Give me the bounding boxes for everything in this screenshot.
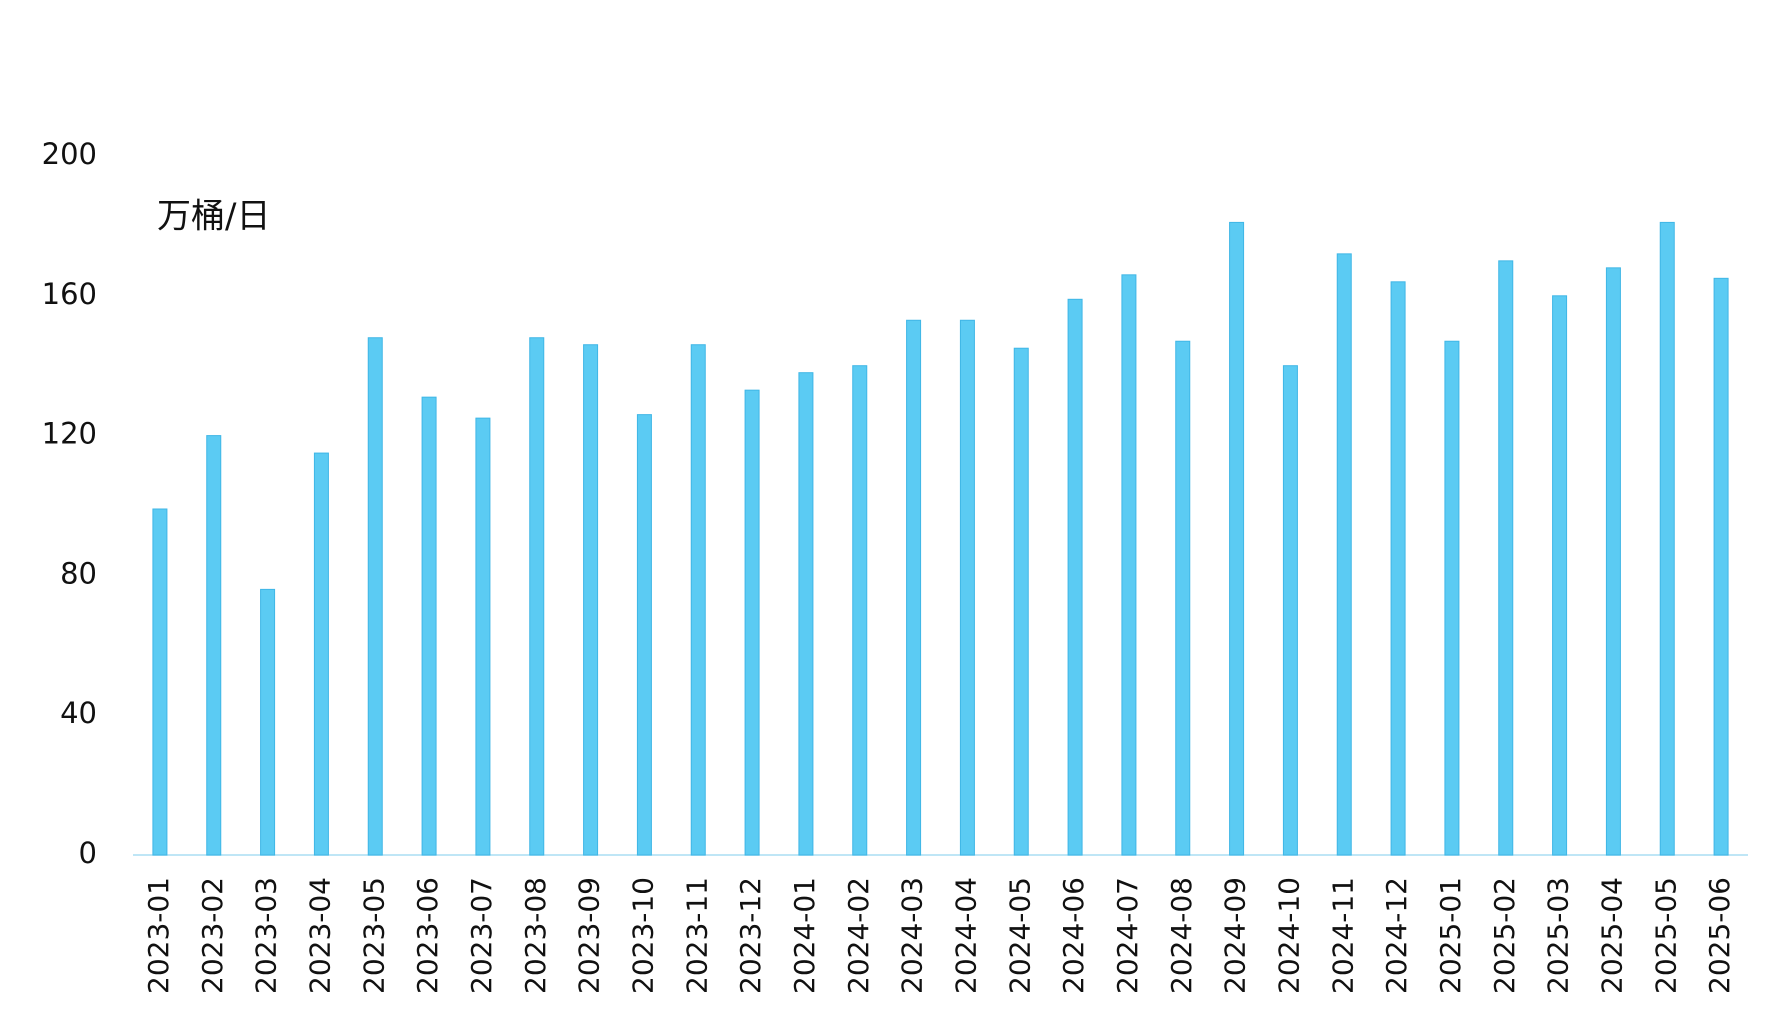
x-tick-label: 2023-07 xyxy=(465,877,498,994)
x-tick-label: 2024-04 xyxy=(949,877,982,994)
bar xyxy=(1444,340,1460,856)
x-tick-label: 2023-08 xyxy=(519,877,552,994)
bar xyxy=(475,417,491,856)
bar xyxy=(1336,253,1352,856)
x-tick-label: 2023-11 xyxy=(680,877,713,994)
bar xyxy=(798,372,814,856)
x-tick-label: 2024-05 xyxy=(1003,877,1036,994)
x-tick-label: 2024-02 xyxy=(842,877,875,994)
bar xyxy=(906,319,922,856)
x-tick-label: 2024-11 xyxy=(1326,877,1359,994)
bar xyxy=(1013,347,1029,856)
x-tick-label: 2023-02 xyxy=(196,877,229,994)
x-tick-label: 2023-06 xyxy=(411,877,444,994)
x-tick-label: 2025-01 xyxy=(1434,877,1467,994)
x-tick-label: 2023-03 xyxy=(250,877,283,994)
bar xyxy=(1659,221,1675,856)
x-tick-label: 2025-02 xyxy=(1488,877,1521,994)
y-tick-label: 120 xyxy=(42,417,97,451)
y-tick-label: 80 xyxy=(60,556,97,590)
bar xyxy=(852,365,868,856)
bar xyxy=(1282,365,1298,856)
y-tick-label: 200 xyxy=(42,137,97,171)
bar xyxy=(1067,298,1083,856)
bar xyxy=(1552,295,1568,856)
x-tick-label: 2024-01 xyxy=(788,877,821,994)
y-tick-label: 40 xyxy=(60,696,97,730)
bar xyxy=(260,588,276,856)
x-tick-label: 2024-07 xyxy=(1111,877,1144,994)
bar xyxy=(1498,260,1514,856)
y-axis-unit: 万桶/日 xyxy=(157,197,270,237)
bar xyxy=(1605,267,1621,856)
bar xyxy=(206,435,222,856)
x-tick-label: 2023-01 xyxy=(142,877,175,994)
y-tick-label: 0 xyxy=(79,836,97,870)
bar xyxy=(1175,340,1191,856)
bar xyxy=(529,337,545,856)
x-tick-label: 2023-12 xyxy=(734,877,767,994)
bar xyxy=(636,414,652,856)
bar xyxy=(583,344,599,856)
x-tick-label: 2025-06 xyxy=(1703,877,1736,994)
bar xyxy=(744,389,760,856)
x-tick-label: 2024-12 xyxy=(1380,877,1413,994)
bar xyxy=(367,337,383,856)
x-tick-label: 2024-08 xyxy=(1165,877,1198,994)
x-tick-label: 2024-09 xyxy=(1219,877,1252,994)
bar xyxy=(152,508,168,856)
x-tick-label: 2024-06 xyxy=(1057,877,1090,994)
x-tick-label: 2024-03 xyxy=(896,877,929,994)
bar xyxy=(1713,277,1729,856)
x-tick-label: 2025-03 xyxy=(1542,877,1575,994)
x-tick-label: 2024-10 xyxy=(1272,877,1305,994)
x-tick-label: 2023-10 xyxy=(626,877,659,994)
x-tick-label: 2023-05 xyxy=(357,877,390,994)
bar xyxy=(1229,221,1245,856)
y-tick-label: 160 xyxy=(42,277,97,311)
x-tick-label: 2025-04 xyxy=(1595,877,1628,994)
bar xyxy=(313,452,329,856)
bar xyxy=(1121,274,1137,856)
bar xyxy=(959,319,975,856)
x-tick-label: 2023-04 xyxy=(303,877,336,994)
bar xyxy=(690,344,706,856)
x-tick-label: 2025-05 xyxy=(1649,877,1682,994)
x-tick-label: 2023-09 xyxy=(573,877,606,994)
bar xyxy=(1390,281,1406,856)
bar xyxy=(421,396,437,856)
